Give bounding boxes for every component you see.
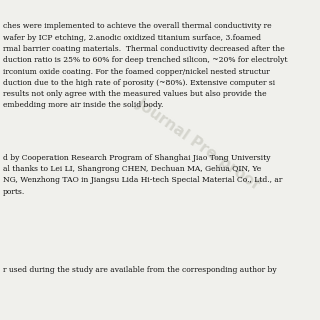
Text: d by Cooperation Research Program of Shanghai Jiao Tong University
al thanks to : d by Cooperation Research Program of Sha… [3,154,283,196]
Text: r used during the study are available from the corresponding author by: r used during the study are available fr… [3,266,277,274]
Text: Journal Pre-proof: Journal Pre-proof [134,96,263,192]
Text: ches were implemented to achieve the overall thermal conductivity re
wafer by IC: ches were implemented to achieve the ove… [3,22,288,109]
